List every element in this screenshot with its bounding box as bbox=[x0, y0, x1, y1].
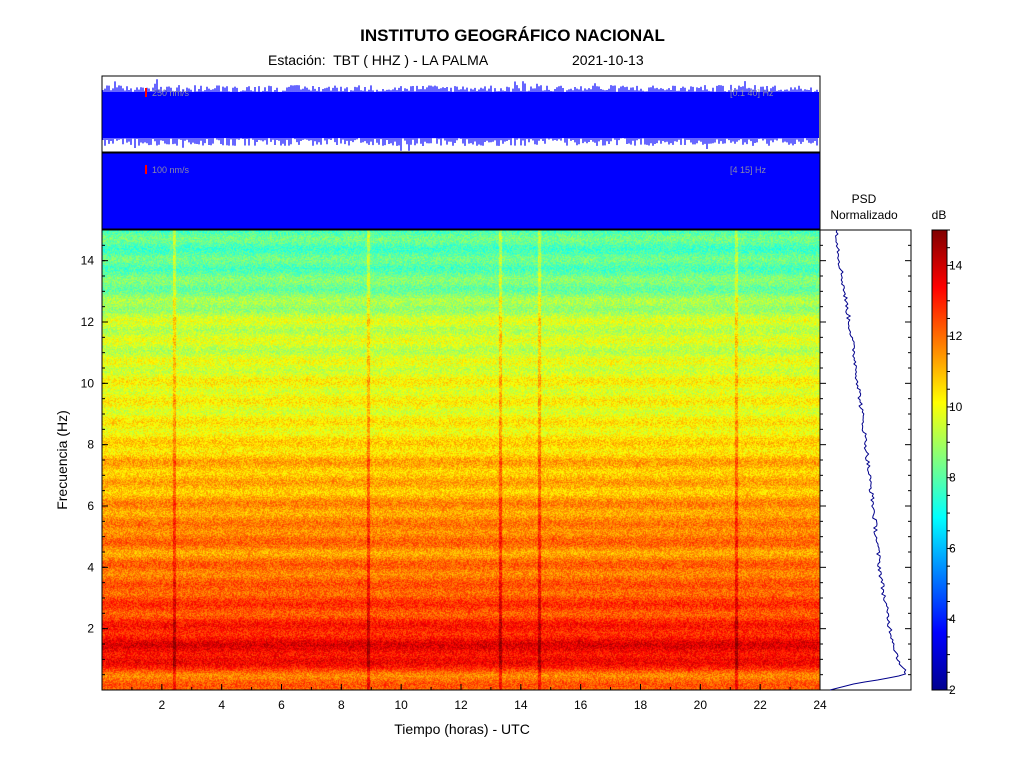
y-axis-title: Frecuencia (Hz) bbox=[54, 410, 70, 510]
colorbar-tick-label: 2 bbox=[949, 683, 956, 697]
x-tick-label: 4 bbox=[218, 698, 225, 712]
x-tick-label: 24 bbox=[813, 698, 827, 712]
colorbar-tick-label: 12 bbox=[949, 329, 963, 343]
trace-waveform-2 bbox=[102, 153, 820, 229]
x-axis-title: Tiempo (horas) - UTC bbox=[394, 721, 530, 737]
x-tick-label: 22 bbox=[753, 698, 767, 712]
x-tick-label: 20 bbox=[694, 698, 708, 712]
trace-amplitude-label-1: 250 nm/s bbox=[152, 88, 190, 98]
x-tick-label: 12 bbox=[454, 698, 468, 712]
trace-panel-broadband: 250 nm/s [0.1 40] Hz bbox=[102, 76, 820, 152]
psd-subtitle: Normalizado bbox=[830, 208, 898, 222]
colorbar-tick-label: 14 bbox=[949, 258, 963, 272]
x-tick-label: 18 bbox=[634, 698, 648, 712]
colorbar-tick-label: 6 bbox=[949, 541, 956, 555]
trace-band-label-2: [4 15] Hz bbox=[730, 165, 767, 175]
y-tick-label: 4 bbox=[87, 560, 94, 574]
y-tick-label: 10 bbox=[81, 376, 95, 390]
y-tick-label: 12 bbox=[81, 315, 95, 329]
colorbar-tick-label: 10 bbox=[949, 400, 963, 414]
trace-amplitude-label-2: 100 nm/s bbox=[152, 165, 190, 175]
y-tick-label: 2 bbox=[87, 622, 94, 636]
x-tick-label: 10 bbox=[394, 698, 408, 712]
x-tick-label: 16 bbox=[574, 698, 588, 712]
x-tick-label: 14 bbox=[514, 698, 528, 712]
colorbar-tick-label: 8 bbox=[949, 471, 956, 485]
x-tick-label: 6 bbox=[278, 698, 285, 712]
psd-frame bbox=[820, 230, 911, 690]
y-tick-label: 6 bbox=[87, 499, 94, 513]
colorbar-label: dB bbox=[932, 208, 947, 222]
y-tick-label: 14 bbox=[81, 254, 95, 268]
colorbar-ticks: 2 4 6 8 10 12 14 bbox=[947, 230, 963, 697]
y-tick-label: 8 bbox=[87, 438, 94, 452]
colorbar bbox=[932, 230, 947, 690]
amplitude-marker-1 bbox=[145, 88, 147, 97]
psd-title: PSD bbox=[852, 192, 877, 206]
trace-panel-filtered: 100 nm/s [4 15] Hz bbox=[102, 153, 820, 229]
colorbar-tick-label: 4 bbox=[949, 612, 956, 626]
spectrogram-image bbox=[102, 230, 820, 690]
amplitude-marker-2 bbox=[145, 165, 147, 174]
x-tick-label: 8 bbox=[338, 698, 345, 712]
trace-band-label-1: [0.1 40] Hz bbox=[730, 88, 774, 98]
x-tick-label: 2 bbox=[158, 698, 165, 712]
